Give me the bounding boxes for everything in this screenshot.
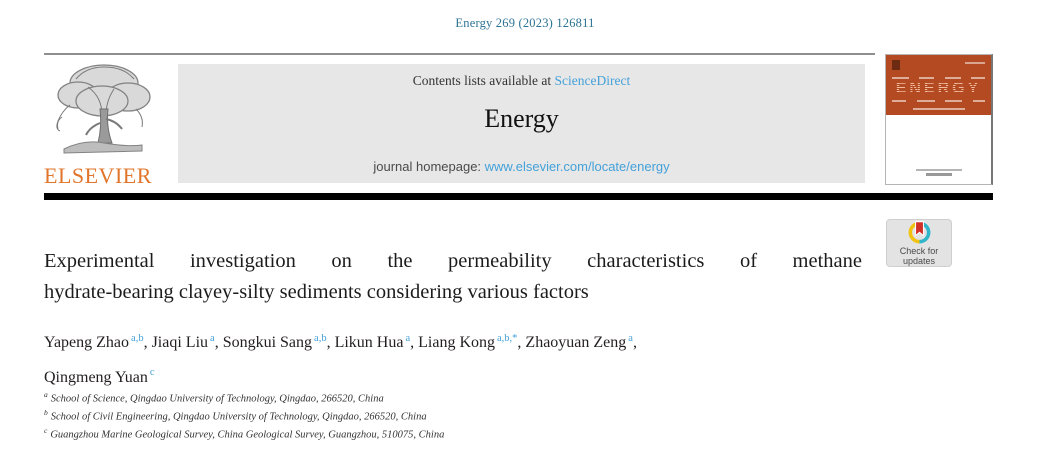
author-affiliation-sup: a — [628, 333, 633, 344]
journal-citation: Energy 269 (2023) 126811 — [455, 16, 595, 30]
check-for-updates-badge[interactable]: Check for updates — [886, 219, 952, 267]
header-black-rule — [44, 193, 993, 200]
author-affiliation-sup: a — [210, 333, 215, 344]
author: Likun Hua a, — [334, 333, 419, 352]
cover-editors-text-row — [892, 77, 985, 79]
journal-cover-thumbnail[interactable]: ENERGY — [885, 54, 993, 185]
homepage-line: journal homepage: www.elsevier.com/locat… — [178, 159, 865, 174]
author: Jiaqi Liu a, — [151, 333, 223, 352]
contents-line-text: Contents lists available at — [412, 73, 555, 88]
author-affiliation-sup: a,b — [131, 333, 144, 344]
affiliation: c Guangzhou Marine Geological Survey, Chi… — [44, 426, 445, 441]
sciencedirect-link[interactable]: ScienceDirect — [554, 73, 631, 88]
elsevier-wordmark: ELSEVIER — [44, 163, 152, 188]
affiliation: a School of Science, Qingdao University o… — [44, 390, 384, 405]
author-affiliation-sup: c — [149, 367, 155, 379]
cover-publisher-mark — [892, 60, 900, 70]
journal-cover-masthead-block: ENERGY — [886, 55, 991, 115]
article-title-line1: Experimental investigation on the permea… — [44, 250, 862, 272]
author: Liang Kong a,b,*, — [418, 333, 526, 352]
author: Yapeng Zhao a,b, — [44, 333, 152, 352]
author: Zhaoyuan Zeng a, — [525, 333, 637, 352]
cover-subtitle-text-row — [892, 100, 985, 102]
affiliation-sup: b — [44, 408, 48, 417]
author: Songkui Sang a,b, — [222, 333, 335, 352]
cover-footer-logo-row — [925, 173, 952, 176]
cover-issn-text-row — [965, 62, 985, 64]
author-affiliation-sup: a,b — [314, 333, 327, 344]
elsevier-logo: ELSEVIER — [44, 57, 166, 189]
affiliation-sup: c — [44, 426, 48, 435]
author-affiliation-sup: a,b,* — [497, 333, 518, 344]
article-title: Experimental investigation on the permea… — [44, 246, 862, 308]
article-title-line2: hydrate-bearing clayey-silty sediments c… — [44, 281, 589, 303]
elsevier-tree-icon — [56, 64, 151, 154]
journal-title: Energy — [484, 104, 559, 133]
cover-journal-name: ENERGY — [886, 80, 991, 98]
author-affiliation-sup: a — [405, 333, 411, 344]
journal-banner: Contents lists available at ScienceDirec… — [178, 64, 865, 183]
badge-label: Check for updates — [899, 246, 939, 266]
cover-tagline-row — [912, 108, 965, 110]
affiliation: b School of Civil Engineering, Qingdao Un… — [44, 408, 427, 423]
author: Qingmeng Yuan c — [44, 367, 155, 386]
crossmark-icon — [908, 221, 930, 244]
homepage-line-text: journal homepage: — [373, 159, 485, 174]
contents-line: Contents lists available at ScienceDirec… — [178, 73, 865, 89]
cover-footer-text-row — [915, 169, 962, 171]
journal-homepage-link[interactable]: www.elsevier.com/locate/energy — [484, 159, 670, 174]
author-list: Yapeng Zhao a,b, Jiaqi Liu a, Songkui Sang… — [44, 324, 874, 393]
affiliation-sup: a — [44, 390, 48, 399]
header-thin-rule — [44, 53, 875, 55]
affiliation-list: a School of Science, Qingdao University o… — [44, 388, 744, 442]
